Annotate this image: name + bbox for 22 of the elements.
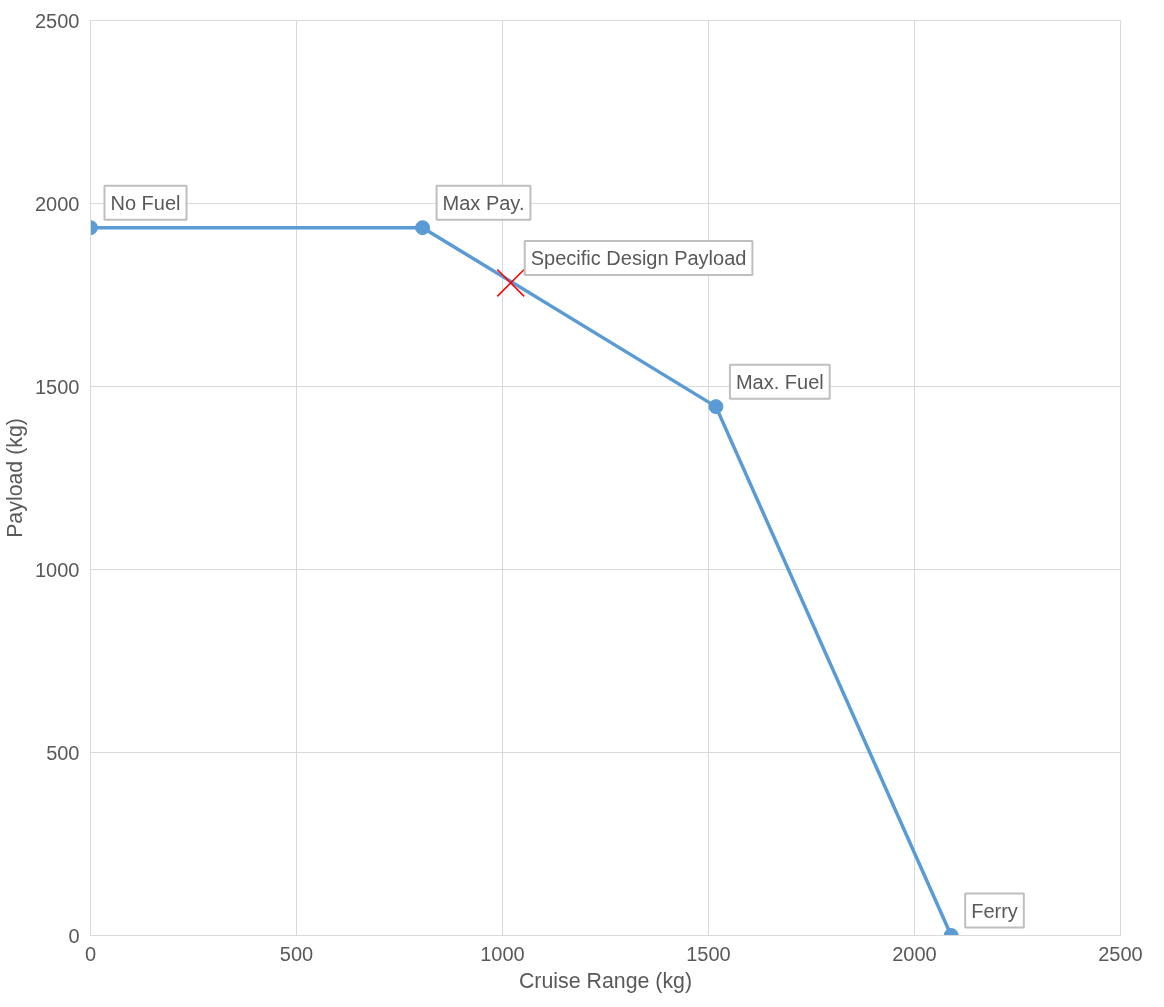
y-tick-label: 1500: [35, 375, 80, 398]
x-tick-label: 1000: [480, 942, 525, 965]
annotation: Specific Design Payload: [530, 246, 747, 269]
x-tick-label: 1500: [686, 942, 731, 965]
y-axis-title: Payload (kg): [3, 418, 28, 538]
annotation: No Fuel: [110, 191, 181, 214]
x-tick-label: 2000: [892, 942, 937, 965]
x-tick-label: 0: [84, 942, 97, 965]
y-tick-label: 0: [68, 924, 80, 947]
point: [496, 268, 525, 298]
y-tick-label: 1000: [35, 558, 80, 581]
annotation: Max Pay.: [442, 191, 525, 214]
annotation: Max. Fuel: [735, 370, 824, 393]
point: [415, 220, 431, 236]
x-tick-label: 500: [279, 942, 314, 965]
y-tick-label: 2000: [35, 192, 80, 215]
x-axis-title: Cruise Range (kg): [518, 968, 693, 993]
annotation: Ferry: [971, 899, 1018, 922]
point: [708, 399, 724, 415]
y-tick-label: 500: [46, 741, 80, 764]
x-tick-label: 2500: [1098, 942, 1143, 965]
y-tick-label: 2500: [35, 9, 80, 32]
